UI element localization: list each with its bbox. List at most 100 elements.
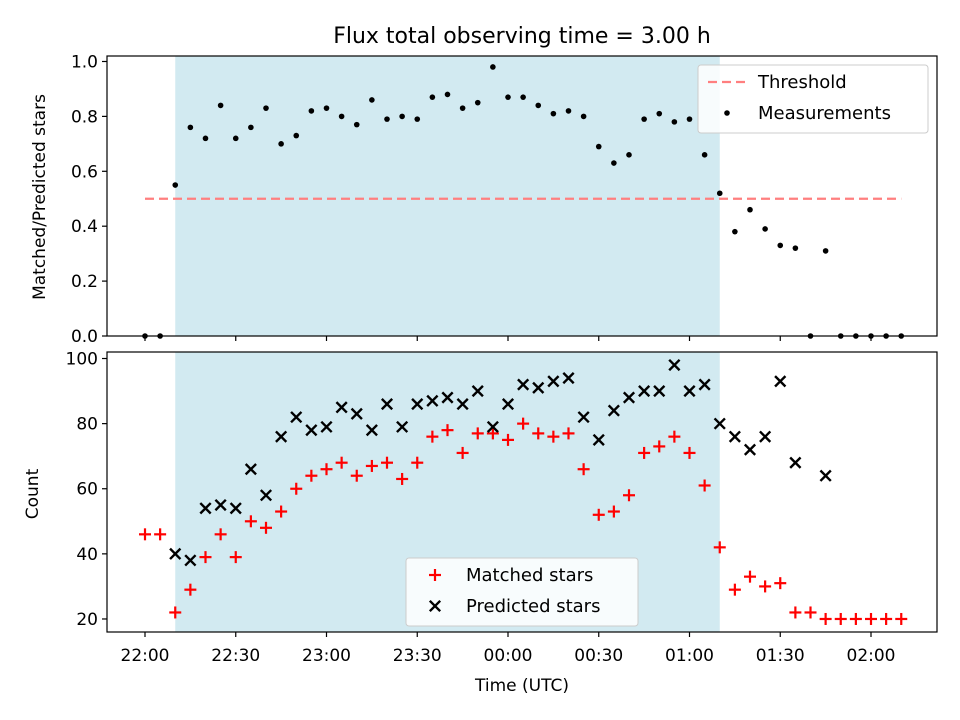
- legend-swatch: [429, 569, 441, 581]
- data-point: [822, 248, 829, 254]
- data-point: [459, 105, 466, 111]
- y-tick-label: 0.2: [71, 272, 98, 292]
- data-point: [517, 378, 530, 391]
- data-point: [305, 424, 318, 437]
- data-point: [622, 391, 636, 404]
- data-point: [353, 121, 360, 128]
- panel-counts: 20 40 60 80 100 22:00 22:30 23:00 23:30 00:00 00:3…: [66, 350, 938, 666]
- y-tick-label: 60: [76, 480, 98, 500]
- data-point: [819, 612, 832, 625]
- data-point: [577, 411, 590, 424]
- y-tick-label: 100: [66, 350, 98, 370]
- x-tick-label: 22:00: [121, 646, 170, 666]
- data-point: [502, 433, 514, 446]
- data-point: [535, 102, 542, 109]
- data-point: [229, 502, 242, 515]
- data-point: [259, 489, 273, 502]
- x-tick-label: 00:30: [574, 646, 623, 666]
- x-tick-label: 01:30: [756, 646, 805, 666]
- data-point: [338, 113, 345, 120]
- data-point: [656, 110, 663, 117]
- data-point: [547, 375, 560, 388]
- y-tick-label: 20: [76, 610, 98, 630]
- data-point: [743, 443, 757, 456]
- data-point: [365, 424, 378, 437]
- data-point: [474, 99, 481, 106]
- data-point: [429, 94, 436, 100]
- data-point: [214, 498, 227, 512]
- data-point: [653, 385, 666, 398]
- data-point: [626, 152, 632, 158]
- data-point: [184, 554, 197, 567]
- data-point: [595, 143, 602, 150]
- data-point: [592, 508, 605, 521]
- data-point: [275, 430, 288, 443]
- data-point: [713, 417, 726, 430]
- data-point: [713, 541, 726, 554]
- y-tick-label: 0.4: [71, 217, 98, 237]
- data-point: [804, 606, 817, 619]
- data-point: [335, 401, 348, 414]
- data-point: [350, 407, 363, 420]
- chart-title: Flux total observing time = 3.00 h: [333, 24, 711, 49]
- data-point: [244, 463, 257, 476]
- legend-swatch: [724, 110, 730, 116]
- legend-box: [405, 557, 639, 627]
- series-matched-stars: [139, 417, 908, 625]
- y-axis-label-bottom: Count: [23, 468, 43, 519]
- data-point: [320, 463, 333, 476]
- data-point: [384, 116, 390, 122]
- data-point: [414, 116, 421, 122]
- data-point: [607, 404, 620, 417]
- data-point: [169, 547, 182, 560]
- data-point: [607, 505, 620, 518]
- data-point: [789, 456, 802, 469]
- legend: Threshold Measurements: [697, 64, 929, 134]
- x-tick-label: 23:30: [393, 646, 442, 666]
- data-point: [759, 430, 772, 443]
- data-point: [456, 446, 469, 459]
- data-point: [184, 583, 197, 596]
- data-point: [278, 141, 284, 147]
- legend: Matched stars Predicted stars: [405, 557, 639, 627]
- x-tick-label: 22:30: [211, 646, 260, 666]
- x-tick-label: 00:00: [484, 646, 533, 666]
- data-point: [365, 459, 378, 472]
- data-point: [232, 135, 239, 142]
- data-point: [819, 469, 832, 482]
- data-point: [380, 398, 394, 411]
- data-point: [668, 430, 681, 443]
- data-point: [698, 479, 711, 492]
- data-point: [732, 228, 738, 235]
- data-point: [154, 528, 167, 541]
- data-point: [638, 385, 651, 398]
- data-point: [683, 385, 696, 398]
- data-point: [641, 116, 647, 122]
- data-point: [244, 515, 257, 528]
- data-point: [895, 612, 908, 625]
- data-point: [411, 456, 424, 469]
- y-tick-label: 40: [76, 545, 98, 565]
- data-point: [396, 472, 409, 485]
- data-point: [653, 440, 666, 453]
- panel-ratio: 0.0 0.2 0.4 0.6 0.8 1.0 Threshold Measurements: [71, 52, 938, 347]
- legend-item: Predicted stars: [428, 596, 600, 617]
- data-point: [834, 612, 847, 625]
- plot-frame: [106, 351, 938, 633]
- legend-item: Measurements: [724, 103, 891, 124]
- data-point: [728, 430, 741, 443]
- data-point: [411, 398, 424, 411]
- y-tick-label: 0.0: [71, 327, 98, 347]
- legend-box: [697, 64, 929, 134]
- data-point: [426, 394, 439, 407]
- data-point: [399, 113, 405, 120]
- legend-label: Predicted stars: [466, 596, 600, 617]
- data-point: [638, 446, 651, 459]
- data-point: [471, 427, 484, 440]
- data-point: [214, 528, 227, 541]
- data-point: [381, 456, 393, 469]
- data-point: [865, 612, 877, 625]
- data-point: [444, 91, 451, 98]
- data-point: [520, 94, 526, 100]
- data-point: [611, 160, 617, 166]
